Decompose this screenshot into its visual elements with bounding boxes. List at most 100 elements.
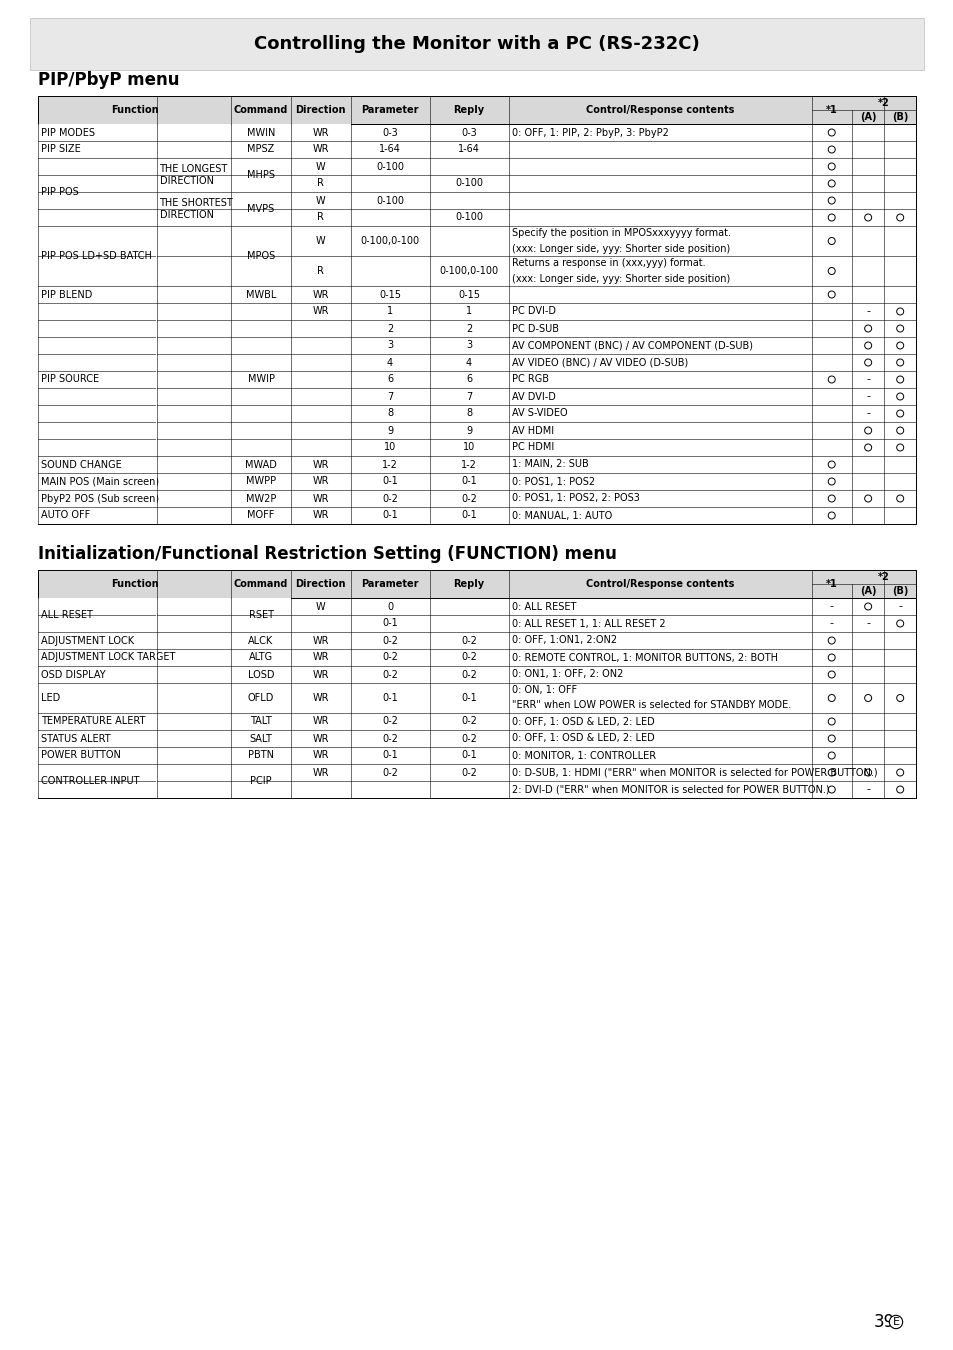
Text: WR: WR (313, 636, 329, 645)
Bar (38, 598, 915, 798)
Text: WR: WR (313, 144, 329, 154)
Text: 0: POS1, 1: POS2, 2: POS3: 0: POS1, 1: POS2, 2: POS3 (511, 494, 639, 504)
Text: 2: DVI-D ("ERR" when MONITOR is selected for POWER BUTTON.): 2: DVI-D ("ERR" when MONITOR is selected… (511, 784, 828, 795)
Text: 3: 3 (387, 340, 393, 351)
Text: 0-2: 0-2 (460, 636, 476, 645)
Text: PC HDMI: PC HDMI (511, 443, 554, 452)
Text: Returns a response in (xxx,yyy) format.: Returns a response in (xxx,yyy) format. (511, 258, 704, 269)
Text: *1: *1 (825, 105, 837, 115)
Text: 0-1: 0-1 (382, 693, 397, 703)
Text: WR: WR (313, 670, 329, 679)
Text: 0-1: 0-1 (460, 510, 476, 521)
Text: SOUND CHANGE: SOUND CHANGE (41, 459, 122, 470)
Bar (38, 683, 231, 713)
Text: 0-1: 0-1 (382, 618, 397, 629)
Text: Controlling the Monitor with a PC (RS-232C): Controlling the Monitor with a PC (RS-23… (253, 35, 700, 53)
Bar (38, 158, 156, 225)
Text: 4: 4 (387, 358, 393, 367)
Text: 0: POS1, 1: POS2: 0: POS1, 1: POS2 (511, 477, 594, 486)
Text: POWER BUTTON: POWER BUTTON (41, 751, 121, 760)
Text: WR: WR (313, 494, 329, 504)
Text: LOSD: LOSD (248, 670, 274, 679)
Text: MW2P: MW2P (246, 494, 276, 504)
Bar (231, 666, 291, 683)
Text: THE LONGEST
DIRECTION: THE LONGEST DIRECTION (159, 165, 228, 186)
Text: OSD DISPLAY: OSD DISPLAY (41, 670, 106, 679)
Text: Parameter: Parameter (361, 105, 418, 115)
Text: MWBL: MWBL (246, 289, 276, 300)
Text: (xxx: Longer side, yyy: Shorter side position): (xxx: Longer side, yyy: Shorter side pos… (511, 274, 729, 284)
Text: -: - (865, 374, 869, 385)
Text: WR: WR (313, 289, 329, 300)
Bar (231, 747, 291, 764)
Text: MWPP: MWPP (246, 477, 275, 486)
Bar (38, 225, 231, 286)
Text: AV VIDEO (BNC) / AV VIDEO (D-SUB): AV VIDEO (BNC) / AV VIDEO (D-SUB) (511, 358, 687, 367)
Text: MWIN: MWIN (247, 127, 274, 138)
Bar (231, 158, 291, 192)
Text: (xxx: Longer side, yyy: Shorter side position): (xxx: Longer side, yyy: Shorter side pos… (511, 243, 729, 254)
Text: 0-2: 0-2 (460, 494, 476, 504)
Text: *2: *2 (877, 572, 889, 582)
Text: 1-64: 1-64 (457, 144, 479, 154)
Text: WR: WR (313, 510, 329, 521)
Text: (B): (B) (891, 586, 907, 595)
Text: PIP/PbyP menu: PIP/PbyP menu (38, 72, 179, 89)
Text: W: W (315, 602, 325, 612)
Bar (291, 666, 350, 683)
Text: 0: D-SUB, 1: HDMI ("ERR" when MONITOR is selected for POWER BUTTON.): 0: D-SUB, 1: HDMI ("ERR" when MONITOR is… (511, 768, 877, 778)
Bar (38, 124, 915, 524)
Text: MVPS: MVPS (247, 204, 274, 215)
Text: -: - (829, 618, 833, 629)
Text: 0-1: 0-1 (382, 751, 397, 760)
Text: WR: WR (313, 306, 329, 316)
Text: THE SHORTEST
DIRECTION: THE SHORTEST DIRECTION (159, 198, 233, 220)
Text: PIP SOURCE: PIP SOURCE (41, 374, 99, 385)
Text: Function: Function (111, 579, 158, 589)
Bar (231, 490, 291, 508)
Text: (B): (B) (891, 112, 907, 122)
Bar (231, 508, 291, 524)
Bar (38, 472, 231, 490)
Text: WR: WR (313, 717, 329, 726)
Bar (38, 764, 231, 798)
Text: 0-3: 0-3 (382, 127, 397, 138)
Text: ADJUSTMENT LOCK TARGET: ADJUSTMENT LOCK TARGET (41, 652, 175, 663)
Text: AUTO OFF: AUTO OFF (41, 510, 91, 521)
Text: 0: ON, 1: OFF: 0: ON, 1: OFF (511, 686, 577, 695)
Text: WR: WR (313, 693, 329, 703)
Bar (231, 456, 291, 472)
Bar (291, 124, 350, 140)
Text: -: - (829, 602, 833, 612)
Text: -: - (865, 392, 869, 401)
Text: 7: 7 (387, 392, 393, 401)
Bar (38, 456, 231, 472)
Text: 0-1: 0-1 (460, 693, 476, 703)
Bar (38, 666, 231, 683)
Text: Direction: Direction (295, 579, 346, 589)
Bar (231, 632, 291, 649)
Text: Function: Function (111, 105, 158, 115)
Text: 0: ALL RESET: 0: ALL RESET (511, 602, 576, 612)
Text: ALL RESET: ALL RESET (41, 610, 92, 620)
Text: Reply: Reply (453, 105, 484, 115)
Text: MPSZ: MPSZ (247, 144, 274, 154)
Bar (38, 649, 231, 666)
Text: PIP BLEND: PIP BLEND (41, 289, 92, 300)
Text: *1: *1 (825, 579, 837, 589)
Text: LED: LED (41, 693, 60, 703)
Text: 0-15: 0-15 (457, 289, 479, 300)
Text: (A): (A) (859, 112, 876, 122)
Text: (A): (A) (859, 586, 876, 595)
Bar (231, 192, 291, 225)
Text: 0-2: 0-2 (382, 733, 397, 744)
Text: 0-2: 0-2 (460, 717, 476, 726)
Text: AV HDMI: AV HDMI (511, 425, 553, 436)
Bar (231, 683, 291, 713)
Text: 39: 39 (873, 1314, 894, 1331)
Text: ADJUSTMENT LOCK: ADJUSTMENT LOCK (41, 636, 134, 645)
Text: AV COMPONENT (BNC) / AV COMPONENT (D-SUB): AV COMPONENT (BNC) / AV COMPONENT (D-SUB… (511, 340, 752, 351)
Text: 0-2: 0-2 (460, 733, 476, 744)
Bar (291, 649, 350, 666)
Text: 0-2: 0-2 (382, 652, 397, 663)
